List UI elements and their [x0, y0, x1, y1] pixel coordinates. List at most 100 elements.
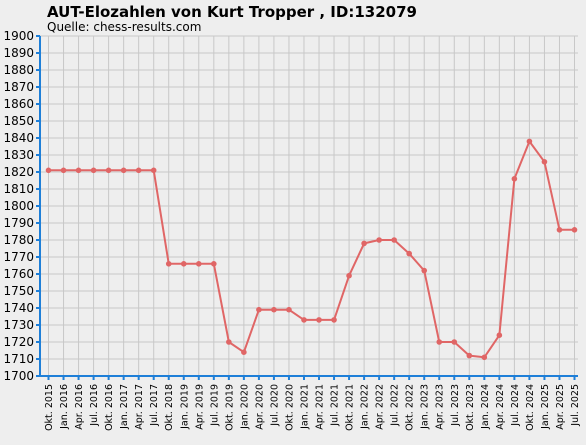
data-point [75, 167, 82, 174]
y-tick-label: 1740 [3, 301, 34, 315]
x-tick-label: Okt. 2019 [224, 384, 235, 431]
data-point [331, 317, 337, 323]
chart-title: AUT-Elozahlen von Kurt Tropper , ID:1320… [47, 3, 417, 21]
data-point [286, 306, 292, 313]
data-point [481, 354, 488, 361]
data-point [511, 176, 518, 182]
y-tick-label: 1710 [3, 352, 34, 366]
data-point [301, 317, 307, 323]
grid [40, 35, 578, 377]
x-tick-label: Jul. 2024 [510, 384, 521, 427]
x-tick-label: Jan. 2024 [480, 384, 491, 430]
x-tick-label: Apr. 2017 [134, 384, 145, 430]
x-tick-label: Apr. 2021 [315, 384, 326, 430]
y-tick-label: 1780 [3, 233, 34, 247]
data-point [241, 349, 247, 356]
data-point [45, 167, 52, 174]
data-point [211, 261, 217, 267]
x-tick-label: Jul. 2019 [209, 384, 220, 427]
data-point [90, 167, 97, 174]
data-point [421, 267, 428, 274]
data-point [541, 159, 548, 165]
y-tick-label: 1880 [3, 63, 34, 77]
data-point [361, 240, 367, 247]
y-tick-label: 1840 [3, 131, 34, 145]
x-tick-label: Okt. 2018 [164, 384, 175, 431]
x-tick-labels: Okt. 2015 Jan. 2016 Apr. 2016 Jul. 2016 Okt.… [44, 384, 581, 431]
y-tick-label: 1770 [3, 250, 34, 264]
data-point [496, 332, 503, 339]
x-tick-label: Okt. 2023 [465, 384, 476, 431]
x-tick-label: Jul. 2017 [149, 384, 160, 427]
x-tick-label: Jan. 2019 [179, 384, 190, 430]
x-tick-label: Jul. 2020 [269, 384, 280, 427]
x-tick-label: Jan. 2017 [119, 384, 130, 430]
y-tick-label: 1790 [3, 216, 34, 230]
y-tick-label: 1830 [3, 148, 34, 162]
y-tick-label: 1900 [3, 29, 34, 43]
y-tick-label: 1870 [3, 80, 34, 94]
data-point [376, 237, 382, 243]
x-tick-label: Okt. 2020 [284, 384, 295, 431]
x-tick-label: Okt. 2015 [44, 384, 55, 431]
x-tick-label: Jul. 2025 [570, 384, 581, 427]
data-point [60, 167, 67, 174]
y-tick-label: 1850 [3, 114, 34, 128]
x-tick-label: Okt. 2024 [525, 384, 536, 431]
data-point [195, 261, 202, 267]
data-point [451, 339, 458, 345]
x-tick-label: Jan. 2023 [420, 384, 431, 430]
y-tick-label: 1750 [3, 284, 34, 298]
data-point [226, 339, 232, 345]
y-tick-labels: 1700 1710 1720 1730 1740 1750 1760 1770 1780 1790… [3, 29, 34, 383]
data-point [526, 138, 533, 145]
x-tick-label: Jan. 2020 [239, 384, 250, 430]
data-point [391, 237, 397, 243]
y-tick-label: 1860 [3, 97, 34, 111]
data-point [406, 250, 412, 257]
data-point [165, 261, 172, 267]
data-point [466, 352, 473, 359]
x-tick-label: Apr. 2019 [194, 384, 205, 430]
x-tick-label: Okt. 2016 [104, 384, 115, 431]
y-tick-label: 1760 [3, 267, 34, 281]
data-point [271, 306, 277, 313]
series [45, 138, 578, 361]
x-tick-label: Okt. 2022 [405, 384, 416, 431]
x-tick-label: Jul. 2021 [330, 384, 341, 427]
y-tick-label: 1730 [3, 318, 34, 332]
y-tick-label: 1820 [3, 165, 34, 179]
axes [36, 35, 578, 380]
data-point [120, 167, 127, 174]
x-tick-label: Jul. 2022 [390, 384, 401, 427]
data-point [436, 339, 443, 345]
x-tick-label: Apr. 2022 [375, 384, 386, 430]
x-tick-label: Jul. 2023 [450, 384, 461, 427]
y-tick-label: 1810 [3, 182, 34, 196]
x-tick-label: Jan. 2022 [360, 384, 371, 430]
data-point [556, 227, 563, 233]
data-point [150, 167, 157, 174]
y-tick-label: 1700 [3, 369, 34, 383]
x-tick-label: Jan. 2016 [59, 384, 70, 430]
data-point [316, 317, 322, 323]
data-point [135, 167, 142, 174]
data-point [346, 272, 352, 279]
data-point [571, 227, 578, 233]
x-tick-label: Jul. 2016 [89, 384, 100, 427]
y-tick-label: 1720 [3, 335, 34, 349]
x-tick-label: Apr. 2025 [555, 384, 566, 430]
data-point [256, 306, 262, 313]
y-tick-label: 1890 [3, 46, 34, 60]
data-point [105, 167, 112, 174]
x-tick-label: Jan. 2021 [299, 384, 310, 430]
data-point [180, 261, 187, 267]
x-tick-label: Apr. 2020 [254, 384, 265, 430]
x-tick-label: Apr. 2016 [74, 384, 85, 430]
chart-subtitle: Quelle: chess-results.com [47, 20, 201, 34]
x-tick-label: Okt. 2021 [345, 384, 356, 431]
x-tick-label: Apr. 2023 [435, 384, 446, 430]
y-tick-label: 1800 [3, 199, 34, 213]
x-tick-label: Jan. 2025 [540, 384, 551, 430]
